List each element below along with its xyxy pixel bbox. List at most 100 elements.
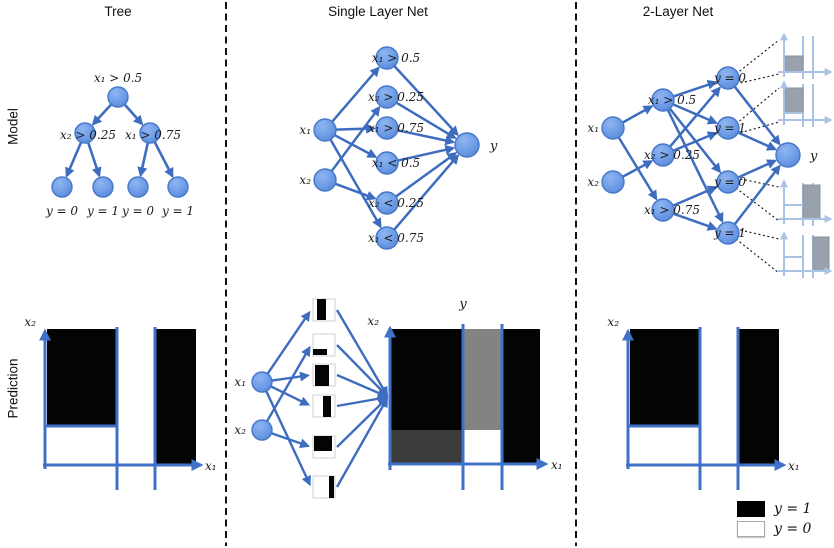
hidden2-to-output-edge xyxy=(733,164,781,226)
hidden-to-output-edge xyxy=(393,65,459,137)
hidden-node-label: x₁ < 0.5 xyxy=(372,156,420,170)
row-label-model: Model xyxy=(5,108,21,145)
hidden-layer2-node xyxy=(716,221,740,245)
tree-edge xyxy=(65,141,83,178)
legend: y = 1 y = 0 xyxy=(737,500,812,541)
tree-leaf-node xyxy=(127,176,149,198)
tree-edge xyxy=(137,142,150,178)
hidden-node-label: y = 1 xyxy=(713,121,746,135)
input-node xyxy=(601,116,625,140)
hidden-layer2-node xyxy=(716,116,740,140)
input-to-feature-edge xyxy=(271,371,311,382)
feature-to-plot-edge xyxy=(336,397,389,448)
hidden2-to-output-edge xyxy=(737,131,778,151)
hidden1-to-hidden2-edge xyxy=(672,103,718,125)
hidden1-to-hidden2-edge xyxy=(673,79,718,98)
input-node xyxy=(601,170,625,194)
tree-split-node xyxy=(139,122,161,144)
hidden-to-output-edge xyxy=(397,129,456,146)
output-label: y xyxy=(489,139,498,154)
x-axis-label: x₁ xyxy=(205,459,217,473)
hidden-node-label: x₂ > 0.25 xyxy=(368,90,424,104)
row-label-prediction: Prediction xyxy=(5,358,21,419)
hidden-layer1-node xyxy=(651,88,675,112)
hidden-node xyxy=(375,46,399,70)
feature-box-bar xyxy=(317,299,326,320)
tree-split-label: x₂ > 0.25 xyxy=(60,128,116,142)
hidden1-to-hidden2-edge xyxy=(669,86,721,148)
column-title-single-layer-net: Single Layer Net xyxy=(328,4,428,19)
hidden1-to-hidden2-edge xyxy=(666,109,724,224)
hidden-layer2-node xyxy=(716,170,740,194)
feature-to-plot-edge xyxy=(336,373,388,398)
hidden-layer1-node xyxy=(651,198,675,222)
input-to-hidden-edge xyxy=(621,105,654,124)
tree-leaf-label: y = 0 xyxy=(45,204,78,218)
mini-plot-region xyxy=(812,236,830,272)
prediction-region-black xyxy=(155,329,196,465)
output-node xyxy=(775,142,801,168)
projection-dotted-line xyxy=(735,87,780,125)
input-to-hidden-edge xyxy=(335,123,377,134)
input-label: x₁ xyxy=(234,375,246,389)
legend-item-y0: y = 0 xyxy=(737,520,812,537)
input-to-feature-edge xyxy=(271,432,311,449)
input-to-hidden-edge xyxy=(334,182,377,201)
feature-box-bar xyxy=(313,349,327,355)
input-to-feature-edge xyxy=(265,390,311,487)
input-label: x₂ xyxy=(299,173,311,187)
x-axis-label: x₁ xyxy=(551,458,563,472)
input-node xyxy=(251,371,273,393)
hidden-to-output-edge xyxy=(397,144,456,162)
hidden-node-label: y = 1 xyxy=(713,226,746,240)
input-node xyxy=(313,168,337,192)
hidden-node xyxy=(375,151,399,175)
input-to-hidden-edge xyxy=(329,138,382,229)
prediction-region-black xyxy=(502,329,540,465)
tree-edge xyxy=(91,103,113,126)
hidden-node xyxy=(375,116,399,140)
input-to-hidden-edge xyxy=(334,134,378,158)
mini-plot-region xyxy=(784,87,804,114)
tree-split-node xyxy=(74,122,96,144)
feature-to-plot-edge xyxy=(335,309,389,397)
input-to-feature-edge xyxy=(265,345,311,422)
input-to-feature-edge xyxy=(266,310,311,375)
feature-to-plot-edge xyxy=(335,397,389,488)
tree-edge xyxy=(86,142,102,178)
hidden-node-label: x₁ > 0.75 xyxy=(644,203,700,217)
legend-label-y0: y = 0 xyxy=(774,520,812,537)
y-axis-label: x₂ xyxy=(24,315,36,329)
hidden-node-label: x₂ > 0.25 xyxy=(644,148,700,162)
hidden-node-label: y = 0 xyxy=(713,71,746,85)
prediction-region-black xyxy=(47,329,117,426)
prediction-region-dark-gray xyxy=(390,430,463,465)
input-node xyxy=(313,118,337,142)
projection-dotted-line xyxy=(735,39,780,75)
output-label: y xyxy=(809,149,818,164)
x-axis-label: x₁ xyxy=(788,459,800,473)
output-node xyxy=(454,132,480,158)
hidden-to-output-edge xyxy=(395,152,458,198)
projection-dotted-line xyxy=(735,121,780,135)
mini-plot-region xyxy=(802,184,821,220)
hidden-node xyxy=(375,226,399,250)
hidden2-to-output-edge xyxy=(737,159,778,179)
input-to-hidden-edge xyxy=(622,160,654,178)
feature-box-bar xyxy=(314,436,332,451)
feature-box-bar xyxy=(315,365,329,386)
tree-leaf-label: y = 0 xyxy=(121,204,154,218)
hidden-node-label: x₁ > 0.5 xyxy=(648,93,696,107)
hidden1-to-hidden2-edge xyxy=(672,185,718,207)
prediction-region-black xyxy=(630,329,700,426)
hidden-node-label: x₂ < 0.25 xyxy=(368,196,424,210)
hidden-node-label: y = 0 xyxy=(713,175,746,189)
legend-swatch-y0 xyxy=(737,520,765,537)
input-label: x₂ xyxy=(234,423,246,437)
prediction-region-black xyxy=(738,329,779,465)
tree-leaf-node xyxy=(51,176,73,198)
input-to-feature-edge xyxy=(270,385,311,406)
tree-leaf-node xyxy=(92,176,114,198)
input-label: x₂ xyxy=(587,175,599,189)
